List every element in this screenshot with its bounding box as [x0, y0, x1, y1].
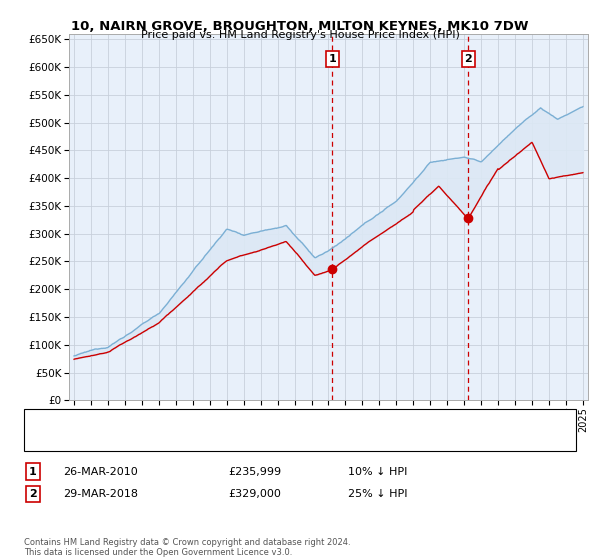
Text: 1: 1 — [29, 466, 37, 477]
Text: 2: 2 — [464, 54, 472, 64]
Text: Contains HM Land Registry data © Crown copyright and database right 2024.
This d: Contains HM Land Registry data © Crown c… — [24, 538, 350, 557]
Text: 25% ↓ HPI: 25% ↓ HPI — [348, 489, 407, 499]
Text: £235,999: £235,999 — [228, 466, 281, 477]
Text: Price paid vs. HM Land Registry's House Price Index (HPI): Price paid vs. HM Land Registry's House … — [140, 30, 460, 40]
Text: 2: 2 — [29, 489, 37, 499]
Text: 10, NAIRN GROVE, BROUGHTON, MILTON KEYNES, MK10 7DW: 10, NAIRN GROVE, BROUGHTON, MILTON KEYNE… — [71, 20, 529, 32]
Text: 26-MAR-2010: 26-MAR-2010 — [63, 466, 138, 477]
Text: £329,000: £329,000 — [228, 489, 281, 499]
Text: HPI: Average price, detached house, Milton Keynes: HPI: Average price, detached house, Milt… — [75, 434, 324, 444]
Text: 10% ↓ HPI: 10% ↓ HPI — [348, 466, 407, 477]
Text: 10, NAIRN GROVE, BROUGHTON, MILTON KEYNES, MK10 7DW (detached house): 10, NAIRN GROVE, BROUGHTON, MILTON KEYNE… — [75, 416, 466, 426]
Text: 1: 1 — [329, 54, 336, 64]
Text: 29-MAR-2018: 29-MAR-2018 — [63, 489, 138, 499]
